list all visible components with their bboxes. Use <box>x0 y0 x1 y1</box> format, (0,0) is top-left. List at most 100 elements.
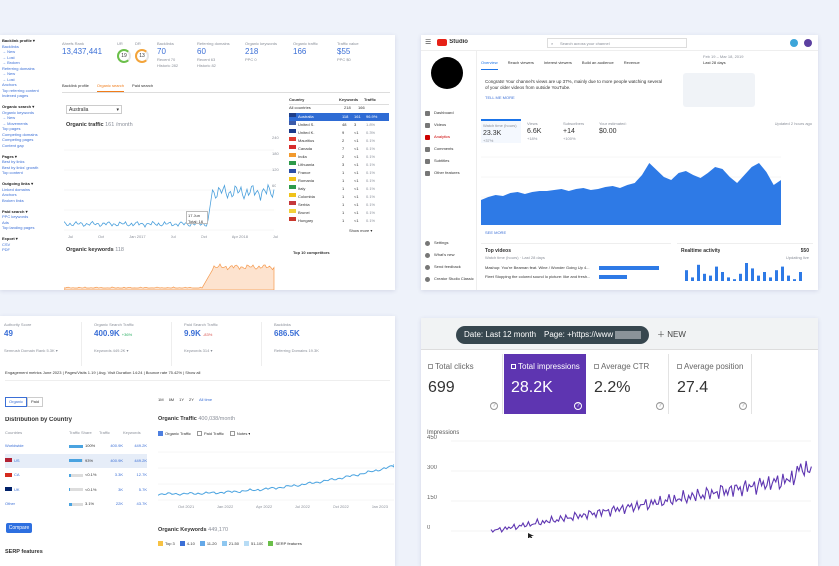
legend-item[interactable]: Organic Traffic <box>158 431 191 437</box>
sidebar-item[interactable]: → New <box>2 49 16 54</box>
date-range-picker[interactable]: Feb 19 – Mar 18, 2019 Last 28 days <box>703 54 783 66</box>
checkbox-icon[interactable] <box>677 364 682 370</box>
distribution-row[interactable]: Other 3.1% 22K 43.7K <box>5 497 147 512</box>
country-row[interactable]: Italy 1 <1 0.1% <box>289 185 389 193</box>
studio-search-input[interactable]: ⌕ Search across your channel <box>547 38 687 48</box>
sidebar-item[interactable]: CSV <box>2 241 11 247</box>
sidebar-item[interactable]: Anchors <box>2 82 17 87</box>
video-row[interactable]: Mashup: You're Beaman feat. Wine / Wonde… <box>485 265 667 271</box>
nav-item[interactable]: Other features <box>421 167 476 179</box>
page-filter-chip[interactable]: Page: +https://www ⊗ <box>536 326 649 357</box>
sidebar-item[interactable]: PPC keywords <box>2 214 29 219</box>
close-icon[interactable]: ⊗ <box>634 348 641 357</box>
tab-backlink-profile[interactable]: Backlink profile <box>62 83 89 88</box>
video-row[interactable]: Fleet Stopping the colored sound lo pict… <box>485 274 667 280</box>
stat-card[interactable]: Watch time (hours) 23.3K +37% <box>481 119 521 143</box>
tab-reach-viewers[interactable]: Reach viewers <box>507 60 534 65</box>
sidebar-item[interactable]: PDF <box>2 247 10 252</box>
checkbox-checked-icon[interactable] <box>511 364 516 370</box>
stat-value[interactable]: 686.5K <box>274 329 300 338</box>
metric-card-average-position[interactable]: Average position 27.4? <box>670 354 752 414</box>
menu-icon[interactable]: ☰ <box>425 39 432 46</box>
countries-row-all[interactable]: All countries 218 166 <box>289 105 389 113</box>
sidebar-item[interactable]: Top pages <box>2 126 21 131</box>
help-icon[interactable] <box>790 39 798 47</box>
sidebar-item[interactable]: Broken links <box>2 197 24 203</box>
sidebar-item[interactable]: Pages ▾ <box>2 153 17 159</box>
country-select[interactable]: Australia ▾ <box>66 105 122 114</box>
stat-subline[interactable]: Referring Domains 19.3K <box>274 348 319 353</box>
range-tab[interactable]: All time <box>198 397 213 402</box>
sidebar-item[interactable]: Best by links <box>2 159 25 164</box>
stat-card[interactable]: Views 6.6K +18% <box>525 119 557 143</box>
help-icon[interactable]: ? <box>656 402 664 410</box>
sidebar-item[interactable]: Organic keywords <box>2 109 35 115</box>
range-tab[interactable]: 1Y <box>179 397 185 402</box>
country-row[interactable]: Serbia 1 <1 0.1% <box>289 201 389 209</box>
sidebar-item[interactable]: → New <box>2 115 16 120</box>
show-more-link[interactable]: Show more ▾ <box>349 228 373 233</box>
country-row[interactable]: India 2 <1 0.1% <box>289 153 389 161</box>
nav-item[interactable]: Dashboard <box>421 107 476 119</box>
sidebar-item[interactable]: Referring domains <box>2 65 35 71</box>
sidebar-item[interactable]: Competing pages <box>2 137 34 142</box>
sidebar-item[interactable]: Ads <box>2 219 9 225</box>
country-row[interactable]: Hungary 1 <1 0.1% <box>289 217 389 225</box>
legend-item[interactable]: 51-100 <box>243 541 263 547</box>
tab-organic[interactable]: Organic <box>5 397 28 407</box>
legend-item[interactable]: Paid Traffic <box>196 431 224 437</box>
sidebar-item[interactable]: → Broken <box>2 60 20 65</box>
country-row[interactable]: Canada 7 <1 0.1% <box>289 145 389 153</box>
stat-value[interactable]: 400.9K <box>94 329 120 338</box>
stat-value[interactable]: 49 <box>4 329 13 338</box>
metric-card-average-ctr[interactable]: Average CTR 2.2%? <box>587 354 669 414</box>
help-icon[interactable]: ? <box>739 402 747 410</box>
sidebar-item[interactable]: → New <box>2 71 16 76</box>
nav-item[interactable]: What's new <box>421 249 477 261</box>
sidebar-item[interactable]: Outgoing links ▾ <box>2 181 34 186</box>
legend-item[interactable]: 11-20 <box>199 541 217 547</box>
sidebar-item[interactable]: Linked domains <box>2 186 31 192</box>
help-icon[interactable]: ? <box>574 402 582 410</box>
sidebar-item[interactable]: → Movements <box>2 120 28 126</box>
new-filter-button[interactable]: ＋ NEW <box>657 330 686 340</box>
tab-revenue[interactable]: Revenue <box>623 60 640 65</box>
country-row[interactable]: France 1 <1 0.1% <box>289 169 389 177</box>
tab-build-an-audience[interactable]: Build an audience <box>581 60 614 65</box>
country-row[interactable]: Australia 118 161 96.9% <box>289 113 389 121</box>
help-icon[interactable]: ? <box>490 402 498 410</box>
nav-item[interactable]: Analytics <box>421 131 476 143</box>
checkbox-icon[interactable] <box>594 364 599 370</box>
country-row[interactable]: Romania 1 <1 0.1% <box>289 177 389 185</box>
metric-card-total-impressions[interactable]: Total impressions 28.2K? <box>504 354 586 414</box>
country-row[interactable]: United S. 48 3 1.8% <box>289 121 389 129</box>
metric-card-total-clicks[interactable]: Total clicks 699? <box>421 354 503 414</box>
checkbox-icon[interactable] <box>428 364 433 370</box>
legend-item[interactable]: 4-10 <box>179 541 195 547</box>
nav-item[interactable]: Creator Studio Classic <box>421 273 477 285</box>
country-row[interactable]: Colombia 1 <1 0.1% <box>289 193 389 201</box>
see-more-link[interactable]: SEE MORE <box>485 230 507 235</box>
sidebar-item[interactable]: Paid search ▾ <box>2 208 28 214</box>
sidebar-item[interactable]: Anchors <box>2 192 17 197</box>
distribution-row[interactable]: UK <0.1% 3K 5.7K <box>5 483 147 498</box>
channel-avatar[interactable] <box>431 57 463 89</box>
sidebar-item[interactable]: → Lost <box>2 54 15 60</box>
stat-subline[interactable]: Semrush Domain Rank 5.3K ▾ <box>4 348 58 353</box>
sidebar-item[interactable]: Backlinks <box>2 43 19 49</box>
sidebar-item[interactable]: → Lost <box>2 76 15 82</box>
tab-paid-search[interactable]: Paid search <box>132 83 154 88</box>
sidebar-item[interactable]: Top referring content <box>2 87 39 93</box>
sidebar-item[interactable]: Competing domains <box>2 131 38 137</box>
sidebar-item[interactable]: Backlink profile ▾ <box>2 38 35 43</box>
nav-item[interactable]: Comments <box>421 143 476 155</box>
tab-paid[interactable]: Paid <box>27 397 44 407</box>
sidebar-item[interactable]: Top content <box>2 170 23 175</box>
nav-item[interactable]: Send feedback <box>421 261 477 273</box>
compare-button[interactable]: Compare <box>6 523 32 533</box>
distribution-row[interactable]: Worldwide 100% 400.9K 449.2K <box>5 439 147 454</box>
account-avatar[interactable] <box>804 39 812 47</box>
legend-item[interactable]: Top 3 <box>158 541 175 547</box>
country-row[interactable]: United K. 9 <1 0.3% <box>289 129 389 137</box>
country-row[interactable]: Mauritius 2 <1 0.1% <box>289 137 389 145</box>
